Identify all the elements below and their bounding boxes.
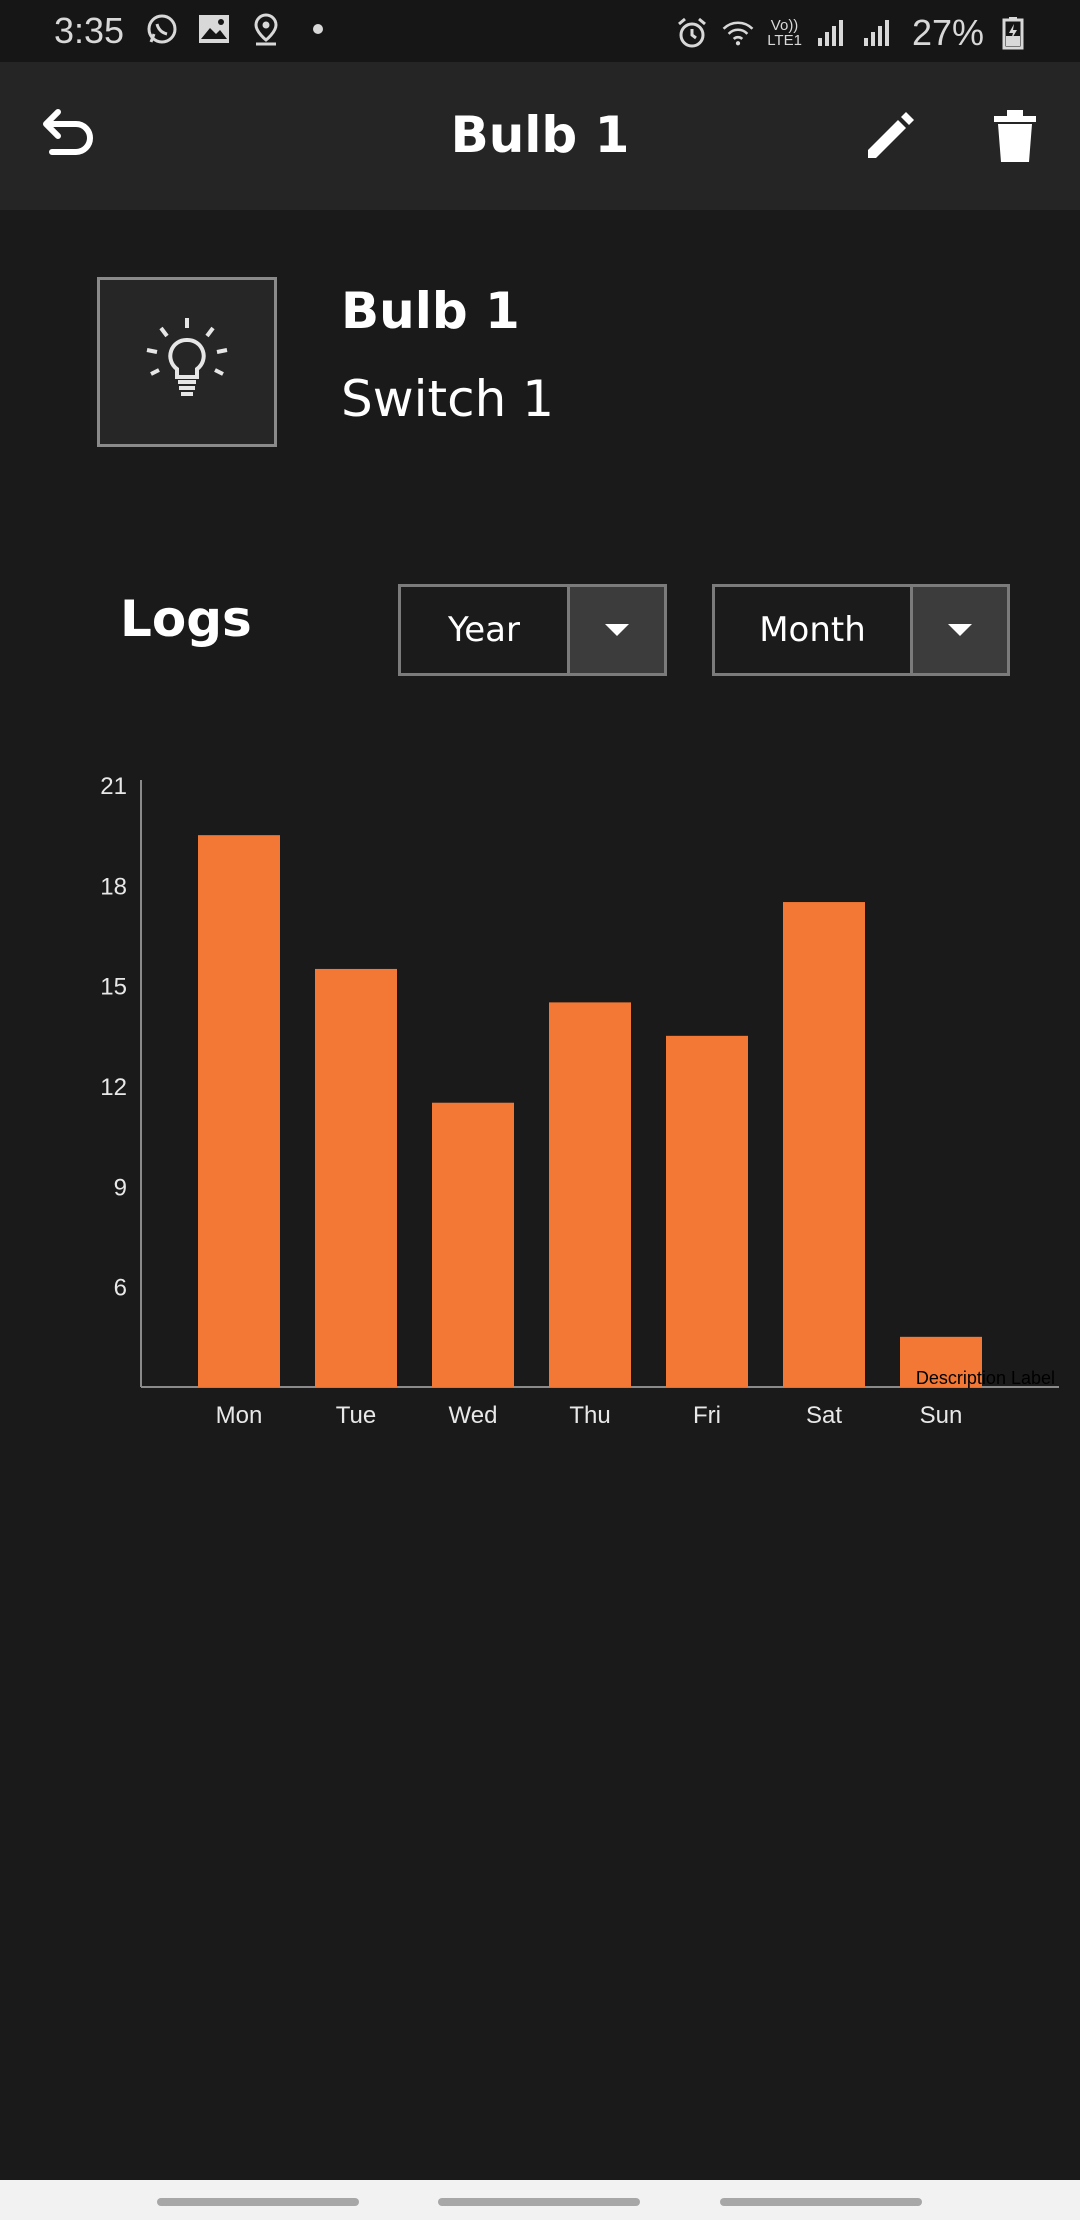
year-dropdown[interactable]: Year	[398, 584, 667, 676]
y-tick-label: 21	[100, 773, 127, 800]
y-tick-label: 15	[100, 974, 127, 1001]
status-time: 3:35	[54, 10, 125, 51]
chart-bar	[549, 1002, 631, 1387]
nav-recents-button[interactable]	[157, 2198, 359, 2206]
month-dropdown-value[interactable]: Month	[715, 587, 913, 673]
x-tick-label: Thu	[569, 1402, 610, 1429]
month-dropdown[interactable]: Month	[712, 584, 1010, 676]
y-tick-label: 12	[100, 1074, 127, 1101]
network-type-label: Vo)) LTE1	[767, 17, 802, 49]
system-nav-bar	[0, 2180, 1080, 2220]
year-dropdown-value[interactable]: Year	[401, 587, 570, 673]
device-switch-label: Switch 1	[341, 370, 555, 428]
whatsapp-icon	[145, 12, 179, 46]
y-tick-label: 9	[114, 1174, 127, 1201]
chart-bar	[315, 968, 397, 1387]
app-bar: Bulb 1	[0, 62, 1080, 210]
x-tick-label: Mon	[216, 1402, 263, 1429]
x-tick-label: Fri	[693, 1402, 721, 1429]
lightbulb-icon	[146, 318, 228, 396]
chart-svg: 6 9 12 15 18 21 Mon Tue Wed Thu Fri Sat Sun Descripti…	[100, 773, 1059, 1429]
status-right-icons: Vo)) LTE1 27%	[675, 12, 1030, 54]
x-tick-label: Sat	[806, 1402, 842, 1429]
page-title: Bulb 1	[450, 106, 630, 164]
wifi-icon	[721, 16, 755, 50]
status-left-icons	[145, 12, 335, 46]
nav-back-button[interactable]	[720, 2198, 922, 2206]
signal-icon-2	[860, 16, 894, 50]
chart-description-label: Description Label	[916, 1368, 1055, 1388]
device-name: Bulb 1	[341, 282, 520, 340]
gallery-icon	[197, 12, 231, 46]
logs-label: Logs	[120, 590, 252, 648]
chart-bar	[900, 1336, 982, 1387]
x-tick-label: Sun	[920, 1402, 963, 1429]
dot-icon	[301, 12, 335, 46]
alarm-icon	[675, 16, 709, 50]
status-bar: 3:35 Vo)) LTE1 27%	[0, 0, 1080, 62]
logs-bar-chart: 6 9 12 15 18 21 Mon Tue Wed Thu Fri Sat Sun Descripti…	[60, 770, 1060, 1440]
pencil-icon[interactable]	[862, 108, 918, 164]
location-icon	[249, 12, 283, 46]
signal-icon	[814, 16, 848, 50]
trash-icon[interactable]	[990, 106, 1040, 166]
x-tick-label: Wed	[449, 1402, 498, 1429]
y-tick-label: 6	[114, 1275, 127, 1302]
chevron-down-icon[interactable]	[570, 587, 664, 673]
chart-bar	[198, 835, 280, 1387]
battery-charging-icon	[996, 16, 1030, 50]
x-tick-label: Tue	[336, 1402, 376, 1429]
chart-bar	[783, 902, 865, 1387]
nav-home-button[interactable]	[438, 2198, 640, 2206]
chart-bar	[666, 1035, 748, 1387]
undo-arrow-icon[interactable]	[36, 104, 98, 166]
device-icon-box	[97, 277, 277, 447]
battery-percent: 27%	[911, 12, 984, 53]
y-tick-label: 18	[100, 873, 127, 900]
chart-bar	[432, 1102, 514, 1387]
chevron-down-icon[interactable]	[913, 587, 1007, 673]
